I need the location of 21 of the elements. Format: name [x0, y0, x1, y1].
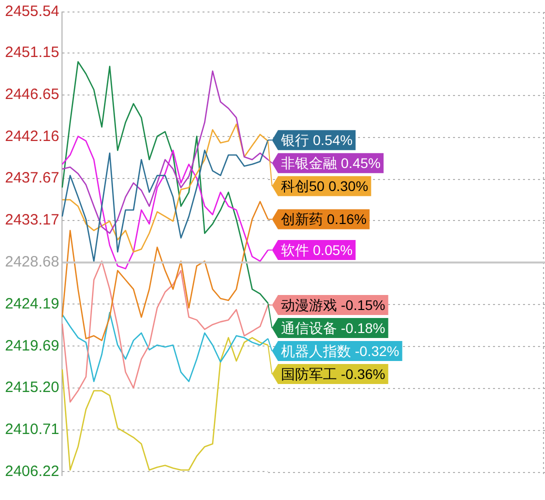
y-tick-label: 2446.65: [4, 86, 60, 103]
legend-label: 创新药 0.16%: [281, 211, 367, 228]
y-tick-label: 2442.16: [4, 128, 60, 145]
legend-label: 银行 0.54%: [280, 132, 353, 148]
y-tick-label: 2437.67: [4, 170, 60, 187]
y-tick-label: 2451.15: [4, 44, 60, 62]
y-tick-label: 2428.68: [4, 253, 60, 270]
text: 科创50 0.30%: [281, 178, 368, 194]
y-tick-label: 2433.17: [4, 212, 60, 229]
y-tick-label: 2406.22: [4, 462, 60, 480]
y-tick-label: 2455.54: [4, 3, 60, 20]
legend-label: 非银金融 0.45%: [281, 154, 381, 171]
series-label: 通信设备 -0.18%: [281, 320, 386, 336]
y-tick-label: 2410.71: [4, 420, 60, 438]
series-label: 国防军工 -0.36%: [281, 366, 386, 382]
legend-label: 软件 0.05%: [281, 242, 353, 258]
legend-label: 动漫游戏 -0.15%: [281, 296, 386, 313]
y-tick-label: 2424.19: [4, 295, 60, 312]
y-tick-label: 2419.69: [4, 337, 60, 354]
legend-label: 机器人指数 -0.32%: [281, 342, 400, 359]
y-tick-label: 2415.20: [4, 379, 60, 396]
